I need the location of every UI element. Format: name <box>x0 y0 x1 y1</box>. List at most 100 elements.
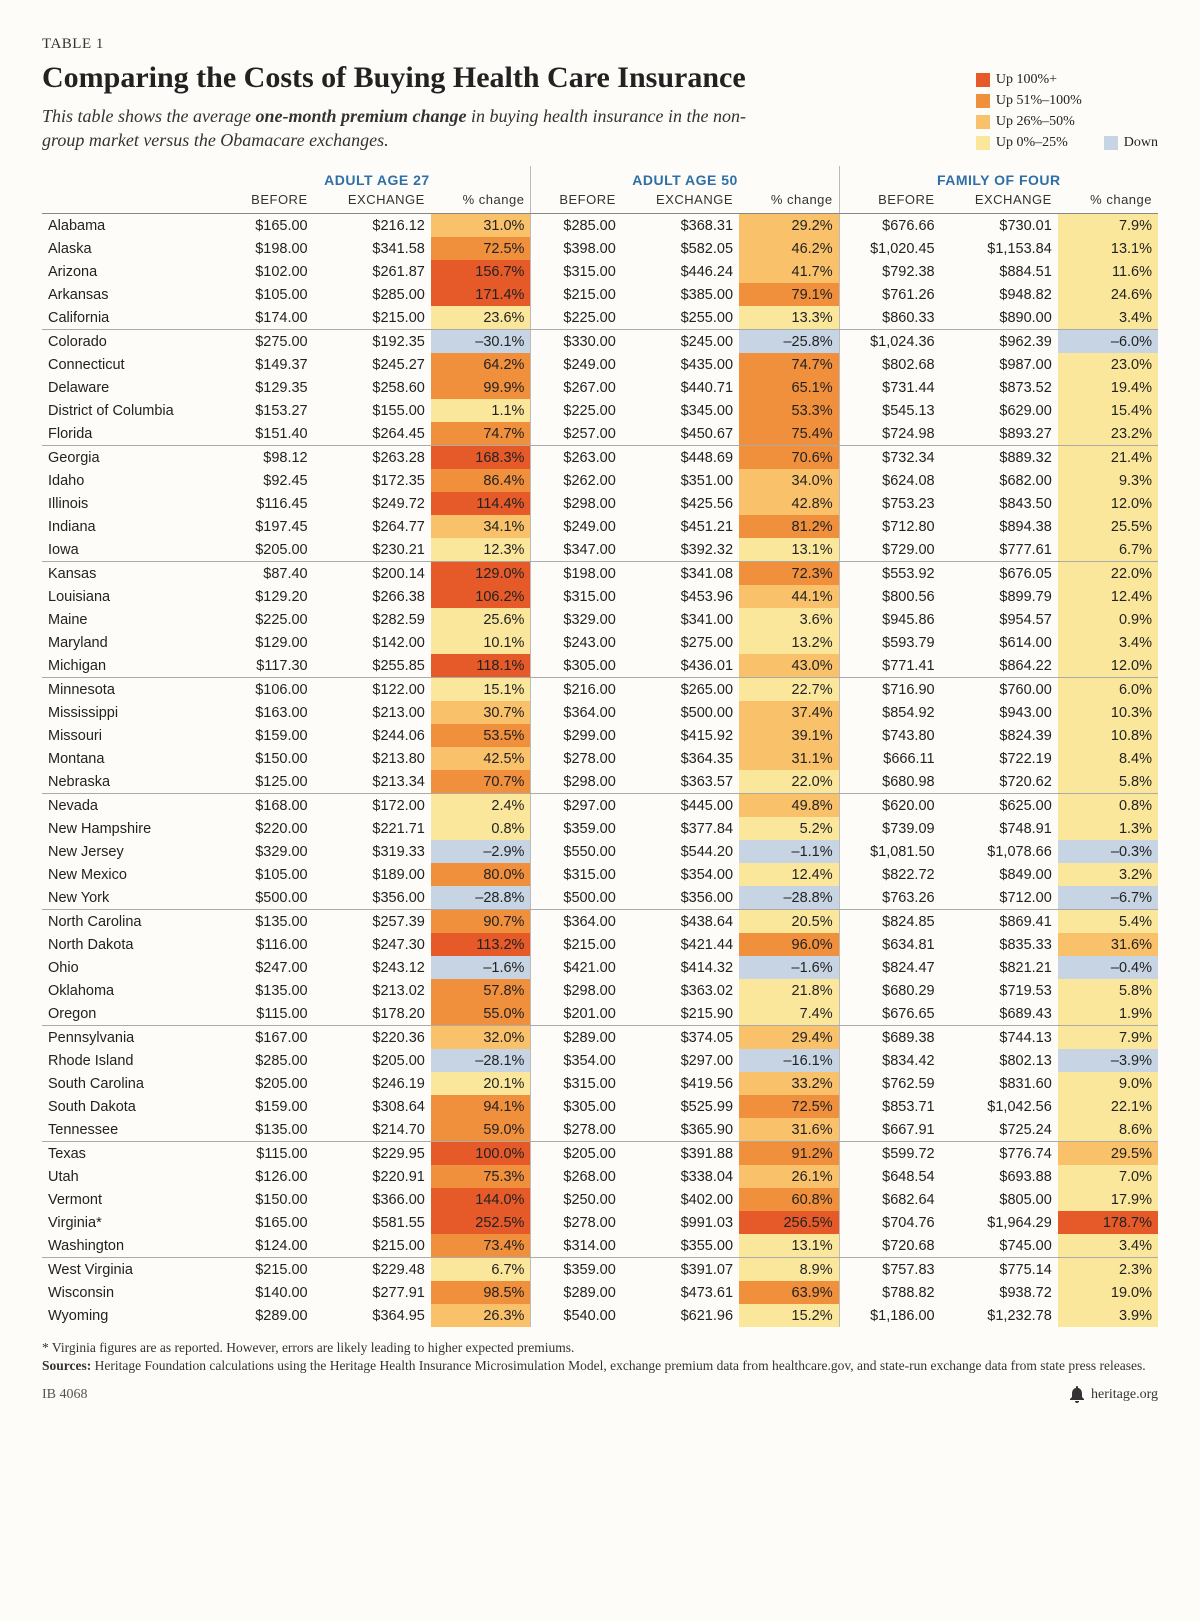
pct-change-cell: 113.2% <box>431 933 531 956</box>
group-header: ADULT AGE 50 <box>531 166 839 190</box>
exchange-cell: $419.56 <box>622 1072 739 1095</box>
exchange-cell: $220.91 <box>314 1165 431 1188</box>
exchange-cell: $364.95 <box>314 1304 431 1327</box>
exchange-cell: $230.21 <box>314 538 431 562</box>
pct-change-cell: 0.8% <box>431 817 531 840</box>
table-row: Oregon$115.00$178.2055.0%$201.00$215.907… <box>42 1002 1158 1026</box>
exchange-cell: $435.00 <box>622 353 739 376</box>
exchange-cell: $451.21 <box>622 515 739 538</box>
exchange-cell: $436.01 <box>622 654 739 678</box>
pct-change-cell: 72.3% <box>739 562 839 586</box>
exchange-cell: $676.05 <box>941 562 1058 586</box>
exchange-cell: $258.60 <box>314 376 431 399</box>
exchange-cell: $385.00 <box>622 283 739 306</box>
pct-change-cell: 41.7% <box>739 260 839 283</box>
exchange-cell: $682.00 <box>941 469 1058 492</box>
footnote-virginia: * Virginia figures are as reported. Howe… <box>42 1339 1158 1357</box>
footnote-sources: Sources: Heritage Foundation calculation… <box>42 1357 1158 1375</box>
pct-change-cell: 12.4% <box>739 863 839 886</box>
exchange-cell: $693.88 <box>941 1165 1058 1188</box>
legend-swatch <box>1104 136 1118 150</box>
state-cell: New Jersey <box>42 840 223 863</box>
table-row: North Carolina$135.00$257.3990.7%$364.00… <box>42 910 1158 934</box>
pct-change-cell: 1.9% <box>1058 1002 1158 1026</box>
before-cell: $167.00 <box>223 1026 313 1050</box>
exchange-cell: $355.00 <box>622 1234 739 1258</box>
before-cell: $315.00 <box>531 585 622 608</box>
before-cell: $1,081.50 <box>839 840 940 863</box>
table-row: Colorado$275.00$192.35–30.1%$330.00$245.… <box>42 330 1158 354</box>
before-cell: $163.00 <box>223 701 313 724</box>
legend-label: Down <box>1124 132 1158 153</box>
exchange-cell: $1,042.56 <box>941 1095 1058 1118</box>
pct-change-cell: 96.0% <box>739 933 839 956</box>
exchange-cell: $425.56 <box>622 492 739 515</box>
exchange-cell: $544.20 <box>622 840 739 863</box>
state-cell: Texas <box>42 1142 223 1166</box>
exchange-cell: $453.96 <box>622 585 739 608</box>
before-cell: $682.64 <box>839 1188 940 1211</box>
exchange-cell: $1,964.29 <box>941 1211 1058 1234</box>
exchange-cell: $802.13 <box>941 1049 1058 1072</box>
pct-change-cell: 5.8% <box>1058 979 1158 1002</box>
before-cell: $249.00 <box>531 515 622 538</box>
before-cell: $243.00 <box>531 631 622 654</box>
exchange-cell: $864.22 <box>941 654 1058 678</box>
state-cell: Virginia* <box>42 1211 223 1234</box>
pct-change-cell: 7.9% <box>1058 214 1158 238</box>
exchange-cell: $893.27 <box>941 422 1058 446</box>
table-row: Wyoming$289.00$364.9526.3%$540.00$621.96… <box>42 1304 1158 1327</box>
sub-header: BEFORE <box>531 190 622 214</box>
exchange-cell: $629.00 <box>941 399 1058 422</box>
exchange-cell: $364.35 <box>622 747 739 770</box>
pct-change-cell: 34.0% <box>739 469 839 492</box>
before-cell: $159.00 <box>223 1095 313 1118</box>
state-cell: Arkansas <box>42 283 223 306</box>
before-cell: $680.29 <box>839 979 940 1002</box>
before-cell: $298.00 <box>531 979 622 1002</box>
exchange-cell: $319.33 <box>314 840 431 863</box>
group-header-row: ADULT AGE 27 ADULT AGE 50 FAMILY OF FOUR <box>42 166 1158 190</box>
exchange-cell: $155.00 <box>314 399 431 422</box>
exchange-cell: $889.32 <box>941 446 1058 470</box>
exchange-cell: $368.31 <box>622 214 739 238</box>
before-cell: $150.00 <box>223 747 313 770</box>
sub-header-row: BEFORE EXCHANGE % change BEFORE EXCHANGE… <box>42 190 1158 214</box>
pct-change-cell: 26.1% <box>739 1165 839 1188</box>
pct-change-cell: 55.0% <box>431 1002 531 1026</box>
exchange-cell: $341.08 <box>622 562 739 586</box>
before-cell: $305.00 <box>531 654 622 678</box>
exchange-cell: $473.61 <box>622 1281 739 1304</box>
state-cell: Arizona <box>42 260 223 283</box>
pct-change-cell: 26.3% <box>431 1304 531 1327</box>
state-cell: Michigan <box>42 654 223 678</box>
exchange-cell: $354.00 <box>622 863 739 886</box>
pct-change-cell: 256.5% <box>739 1211 839 1234</box>
pct-change-cell: 60.8% <box>739 1188 839 1211</box>
before-cell: $398.00 <box>531 237 622 260</box>
exchange-cell: $229.95 <box>314 1142 431 1166</box>
before-cell: $500.00 <box>223 886 313 910</box>
pct-change-cell: 3.4% <box>1058 631 1158 654</box>
exchange-cell: $142.00 <box>314 631 431 654</box>
table-body: Alabama$165.00$216.1231.0%$285.00$368.31… <box>42 214 1158 1328</box>
before-cell: $666.11 <box>839 747 940 770</box>
sub-header: % change <box>1058 190 1158 214</box>
exchange-cell: $824.39 <box>941 724 1058 747</box>
legend-label: Up 0%–25% <box>996 132 1068 153</box>
legend-label: Up 26%–50% <box>996 111 1075 132</box>
exchange-cell: $873.52 <box>941 376 1058 399</box>
state-cell: New Mexico <box>42 863 223 886</box>
page: TABLE 1 Comparing the Costs of Buying He… <box>0 0 1200 1432</box>
pct-change-cell: 1.3% <box>1058 817 1158 840</box>
before-cell: $853.71 <box>839 1095 940 1118</box>
pct-change-cell: 3.2% <box>1058 863 1158 886</box>
exchange-cell: $402.00 <box>622 1188 739 1211</box>
table-row: South Carolina$205.00$246.1920.1%$315.00… <box>42 1072 1158 1095</box>
pct-change-cell: 0.9% <box>1058 608 1158 631</box>
before-cell: $329.00 <box>531 608 622 631</box>
exchange-cell: $247.30 <box>314 933 431 956</box>
before-cell: $1,024.36 <box>839 330 940 354</box>
exchange-cell: $943.00 <box>941 701 1058 724</box>
pct-change-cell: –1.1% <box>739 840 839 863</box>
